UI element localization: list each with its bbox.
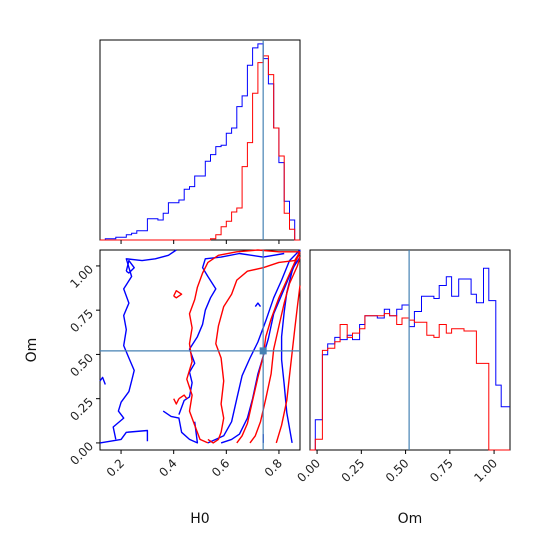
om-hist-red-series xyxy=(310,313,510,451)
h0-hist-red-series xyxy=(100,55,300,241)
contour-blue-10 xyxy=(112,249,177,440)
om-y-axis-label: Om xyxy=(24,338,40,363)
h0-axis-label: H0 xyxy=(190,511,209,527)
panel-h0-histogram xyxy=(99,39,301,244)
contour-blue-9 xyxy=(99,429,149,444)
om-axis-label: Om xyxy=(398,511,423,527)
truth-marker xyxy=(259,347,267,355)
contour-red-2 xyxy=(236,253,301,444)
contour-blue-0 xyxy=(207,249,301,444)
contour-red-7 xyxy=(173,290,183,299)
contour-blue-5 xyxy=(254,302,262,308)
contour-blue-8 xyxy=(178,252,285,415)
contour-red-5 xyxy=(207,251,301,444)
contour-blue-3 xyxy=(99,376,106,385)
contour-red-0 xyxy=(173,398,180,405)
contour-red-4 xyxy=(275,285,301,444)
contour-red-3 xyxy=(249,256,301,444)
contour-red-6 xyxy=(186,249,300,444)
contour-blue-7 xyxy=(162,410,199,444)
contour-red-1 xyxy=(178,394,188,400)
panel-h0-om-contours: 0.2 0.4 0.6 0.80.000.250.500.751.00 xyxy=(67,249,301,480)
panel-2d-frame xyxy=(99,249,301,451)
panel-om-frame xyxy=(309,249,511,451)
